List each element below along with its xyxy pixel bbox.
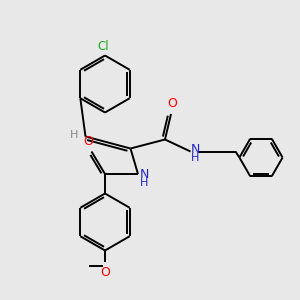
Text: O: O <box>83 135 93 148</box>
Text: H: H <box>70 130 78 140</box>
Text: N: N <box>191 142 200 156</box>
Text: O: O <box>100 266 110 278</box>
Text: O: O <box>168 98 177 110</box>
Text: H: H <box>140 178 148 188</box>
Text: Cl: Cl <box>98 40 109 53</box>
Text: H: H <box>191 153 200 163</box>
Text: N: N <box>140 168 149 181</box>
